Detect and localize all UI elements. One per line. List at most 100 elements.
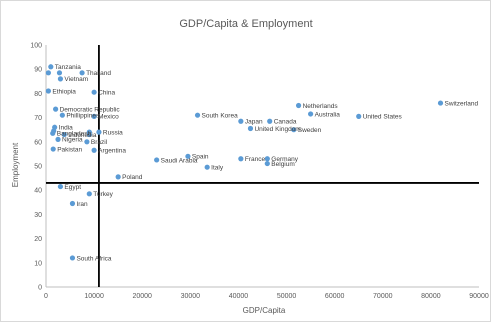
- data-label: Italy: [211, 165, 224, 172]
- tick-labels: 0 10000 20000 30000 40000 50000 60000 70000 8000…: [30, 43, 489, 301]
- y-tick-label: 40: [34, 188, 42, 195]
- data-point: [45, 70, 52, 76]
- data-point: [50, 146, 56, 152]
- x-tick-label: 0: [44, 293, 48, 300]
- data-point: [53, 106, 59, 112]
- data-point: [86, 131, 92, 138]
- data-label: Japan: [245, 119, 263, 126]
- data-point: [61, 131, 67, 138]
- data-label: Belgium: [271, 161, 294, 168]
- data-label: Canada: [274, 119, 297, 126]
- y-tick-label: 90: [34, 67, 42, 74]
- data-label: Turkey: [93, 191, 113, 198]
- data-point: [69, 255, 76, 261]
- x-tick-label: 60000: [325, 293, 345, 300]
- data-label: Bangladesh: [57, 131, 92, 138]
- data-point: [238, 156, 244, 162]
- data-point: [79, 70, 85, 76]
- data-label: Sweden: [298, 127, 322, 134]
- data-label: South Africa: [76, 255, 111, 262]
- data-label: United States: [363, 114, 403, 121]
- x-axis-title: GDP/Capita: [243, 306, 286, 315]
- data-point: [45, 88, 52, 94]
- data-point: [69, 200, 76, 207]
- data-label: Nigeria: [62, 137, 83, 144]
- y-tick-label: 0: [38, 285, 42, 292]
- y-tick-label: 60: [34, 139, 42, 146]
- data-point: [115, 174, 121, 180]
- data-point: [308, 111, 314, 117]
- y-axis-title: Employment: [11, 142, 20, 187]
- data-point: [264, 160, 270, 167]
- x-tick-label: 70000: [373, 293, 393, 300]
- data-label: Spain: [192, 154, 209, 161]
- data-label: Phillippines: [66, 112, 100, 119]
- data-label: Russia: [103, 129, 123, 136]
- data-label: Mexico: [98, 114, 119, 121]
- data-label: Pakistan: [57, 146, 82, 153]
- data-point: [55, 136, 61, 142]
- data-point: [86, 191, 92, 197]
- data-point: [238, 118, 244, 124]
- data-label: Saudi Arabia: [161, 157, 198, 164]
- x-tick-label: 30000: [181, 293, 201, 300]
- data-point: [84, 139, 90, 145]
- data-point: [91, 89, 97, 95]
- x-tick-label: 10000: [84, 293, 104, 300]
- data-point: [291, 127, 297, 133]
- y-tick-label: 50: [34, 164, 42, 171]
- data-point: [96, 129, 102, 135]
- y-tick-label: 70: [34, 115, 42, 122]
- chart-title: GDP/Capita & Employment: [179, 18, 312, 30]
- data-label: Ethiopia: [52, 88, 76, 95]
- data-point: [57, 183, 64, 190]
- data-point: [437, 100, 444, 106]
- x-tick-label: 50000: [277, 293, 297, 300]
- data-label: Egypt: [64, 184, 81, 191]
- data-point: [204, 164, 210, 170]
- data-label: United Kingdom: [254, 126, 300, 133]
- data-label: Argentina: [98, 148, 126, 155]
- data-point: [59, 112, 65, 118]
- y-tick-label: 10: [34, 260, 42, 267]
- data-point: [57, 76, 64, 82]
- data-points: [45, 64, 444, 261]
- data-label: Iran: [76, 201, 88, 208]
- y-tick-label: 100: [30, 43, 42, 50]
- data-point: [295, 102, 302, 109]
- data-label: Poland: [122, 174, 143, 181]
- x-tick-label: 20000: [132, 293, 152, 300]
- y-tick-label: 20: [34, 236, 42, 243]
- data-point: [194, 112, 201, 118]
- data-point: [91, 113, 97, 119]
- data-label: Switzerland: [445, 100, 479, 107]
- data-point: [267, 118, 273, 124]
- data-point: [154, 157, 160, 163]
- data-point: [50, 130, 56, 136]
- data-label: Brazil: [91, 139, 108, 146]
- reference-lines: [46, 45, 479, 287]
- data-point: [91, 147, 97, 153]
- data-label: India: [59, 125, 73, 132]
- axes: [45, 45, 479, 288]
- data-point: [247, 125, 254, 132]
- x-tick-label: 40000: [229, 293, 249, 300]
- data-label: Thailand: [86, 70, 111, 77]
- data-label: Vietnam: [64, 76, 88, 83]
- data-label: South Korea: [202, 112, 239, 119]
- data-label: Australia: [315, 111, 341, 118]
- data-label: Democratic Republic: [60, 106, 121, 113]
- data-label: France: [245, 156, 266, 163]
- data-point: [56, 70, 63, 76]
- data-point: [264, 156, 270, 162]
- x-tick-label: 90000: [469, 293, 489, 300]
- y-tick-label: 80: [34, 91, 42, 98]
- data-label: Tanzania: [55, 64, 81, 71]
- data-point: [356, 113, 362, 119]
- data-label: Germany: [271, 156, 298, 163]
- data-point: [48, 64, 54, 70]
- y-tick-label: 30: [34, 212, 42, 219]
